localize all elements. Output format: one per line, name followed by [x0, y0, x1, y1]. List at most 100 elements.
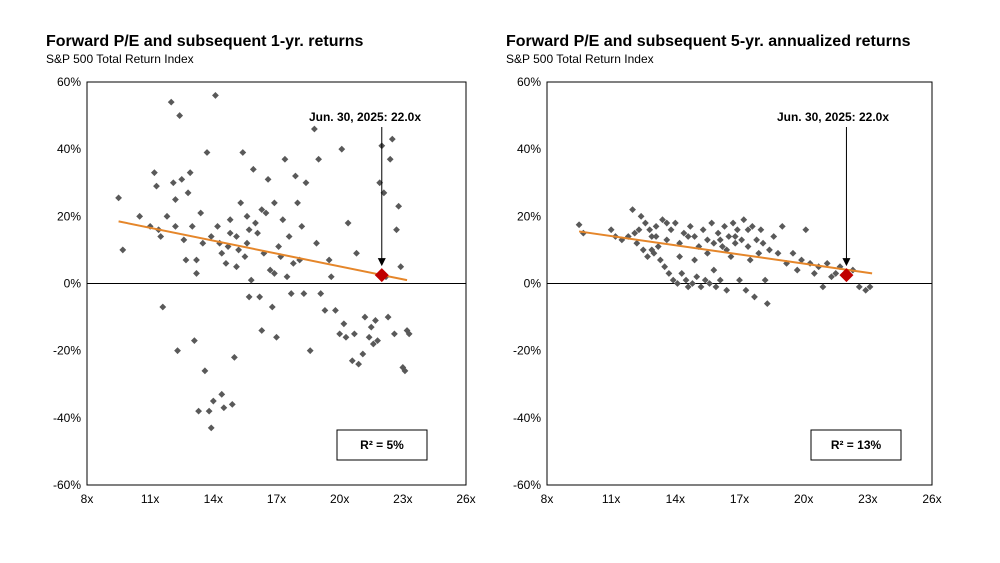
- data-point: [270, 199, 278, 207]
- data-point: [289, 259, 297, 267]
- data-point: [207, 233, 215, 240]
- data-point: [862, 286, 870, 294]
- data-point: [235, 246, 242, 254]
- data-point: [188, 223, 196, 230]
- x-tick-label: 26x: [922, 492, 941, 506]
- data-point: [607, 226, 615, 234]
- data-point: [704, 249, 711, 257]
- data-point: [659, 216, 666, 224]
- plot-frame: [86, 81, 467, 486]
- data-point: [832, 270, 840, 277]
- data-point: [243, 212, 251, 220]
- data-point: [744, 243, 752, 250]
- data-point: [644, 253, 651, 261]
- data-point: [652, 233, 660, 240]
- data-point: [674, 280, 681, 287]
- x-tick-label: 23x: [858, 492, 877, 506]
- annotation-label: Jun. 30, 2025: 22.0x: [309, 110, 421, 124]
- r2-label: R² = 13%: [831, 438, 882, 452]
- data-point: [233, 233, 240, 240]
- data-point: [226, 216, 234, 224]
- data-point: [763, 300, 771, 308]
- trend-line: [578, 230, 873, 275]
- data-point: [736, 276, 743, 284]
- data-point: [680, 229, 688, 237]
- data-point: [751, 293, 758, 301]
- data-point: [184, 189, 192, 197]
- data-point: [351, 330, 358, 338]
- annotation-arrowhead: [377, 258, 386, 267]
- y-tick-label: -40%: [53, 411, 81, 425]
- data-point: [205, 407, 213, 415]
- data-point: [708, 219, 716, 227]
- data-point: [190, 337, 198, 344]
- data-point: [361, 313, 369, 321]
- data-point: [652, 223, 660, 230]
- data-point: [819, 283, 827, 291]
- data-point: [228, 401, 236, 408]
- data-point: [199, 239, 207, 247]
- data-point: [656, 256, 664, 264]
- data-point: [256, 293, 264, 301]
- x-tick-label: 14x: [204, 492, 223, 506]
- data-point: [344, 219, 352, 227]
- data-point: [355, 360, 363, 368]
- data-point: [237, 199, 245, 207]
- data-point: [348, 357, 356, 365]
- trend-line: [118, 220, 408, 282]
- data-point: [182, 256, 190, 264]
- x-tick-label: 17x: [730, 492, 749, 506]
- data-point: [633, 239, 641, 247]
- data-point: [731, 233, 739, 240]
- data-point: [115, 194, 122, 202]
- data-point: [245, 226, 253, 234]
- data-point: [748, 223, 756, 230]
- data-point: [648, 233, 656, 240]
- x-tick-label: 26x: [456, 492, 475, 506]
- data-point: [247, 276, 255, 284]
- current-valuation-point: [839, 268, 854, 283]
- annotation-label: Jun. 30, 2025: 22.0x: [777, 110, 889, 124]
- x-tick-label: 11x: [602, 492, 620, 506]
- data-point: [770, 233, 778, 240]
- data-point: [757, 226, 765, 234]
- data-point: [712, 283, 720, 291]
- data-point: [315, 155, 323, 163]
- data-point: [249, 165, 257, 173]
- y-tick-label: 20%: [517, 209, 541, 223]
- data-point: [710, 266, 718, 274]
- data-point: [287, 290, 295, 297]
- data-point: [823, 259, 831, 267]
- data-point: [195, 407, 202, 415]
- y-tick-label: -40%: [513, 411, 541, 425]
- data-point: [661, 263, 669, 271]
- data-point: [665, 270, 673, 277]
- x-tick-label: 20x: [330, 492, 349, 506]
- data-point: [401, 367, 409, 375]
- scatter-points: [115, 92, 413, 432]
- data-point: [671, 219, 679, 227]
- data-point: [178, 175, 186, 183]
- current-valuation-point: [374, 268, 389, 283]
- data-point: [766, 246, 773, 254]
- data-point: [691, 233, 698, 240]
- data-point: [119, 246, 127, 254]
- data-point: [388, 135, 396, 143]
- y-tick-label: 60%: [517, 75, 541, 89]
- data-point: [828, 273, 835, 281]
- data-point: [353, 249, 360, 257]
- data-point: [802, 226, 810, 234]
- data-point: [212, 92, 219, 99]
- data-point: [738, 236, 746, 244]
- data-point: [699, 226, 707, 234]
- data-point: [710, 239, 718, 247]
- data-point: [753, 236, 761, 244]
- chart-1yr-returns: Forward P/E and subsequent 1-yr. returns…: [46, 33, 476, 506]
- data-point: [266, 266, 274, 274]
- data-point: [209, 397, 217, 405]
- data-point: [718, 243, 726, 250]
- data-point: [704, 236, 711, 244]
- data-point: [294, 199, 301, 207]
- data-point: [810, 270, 818, 277]
- data-point: [403, 327, 411, 334]
